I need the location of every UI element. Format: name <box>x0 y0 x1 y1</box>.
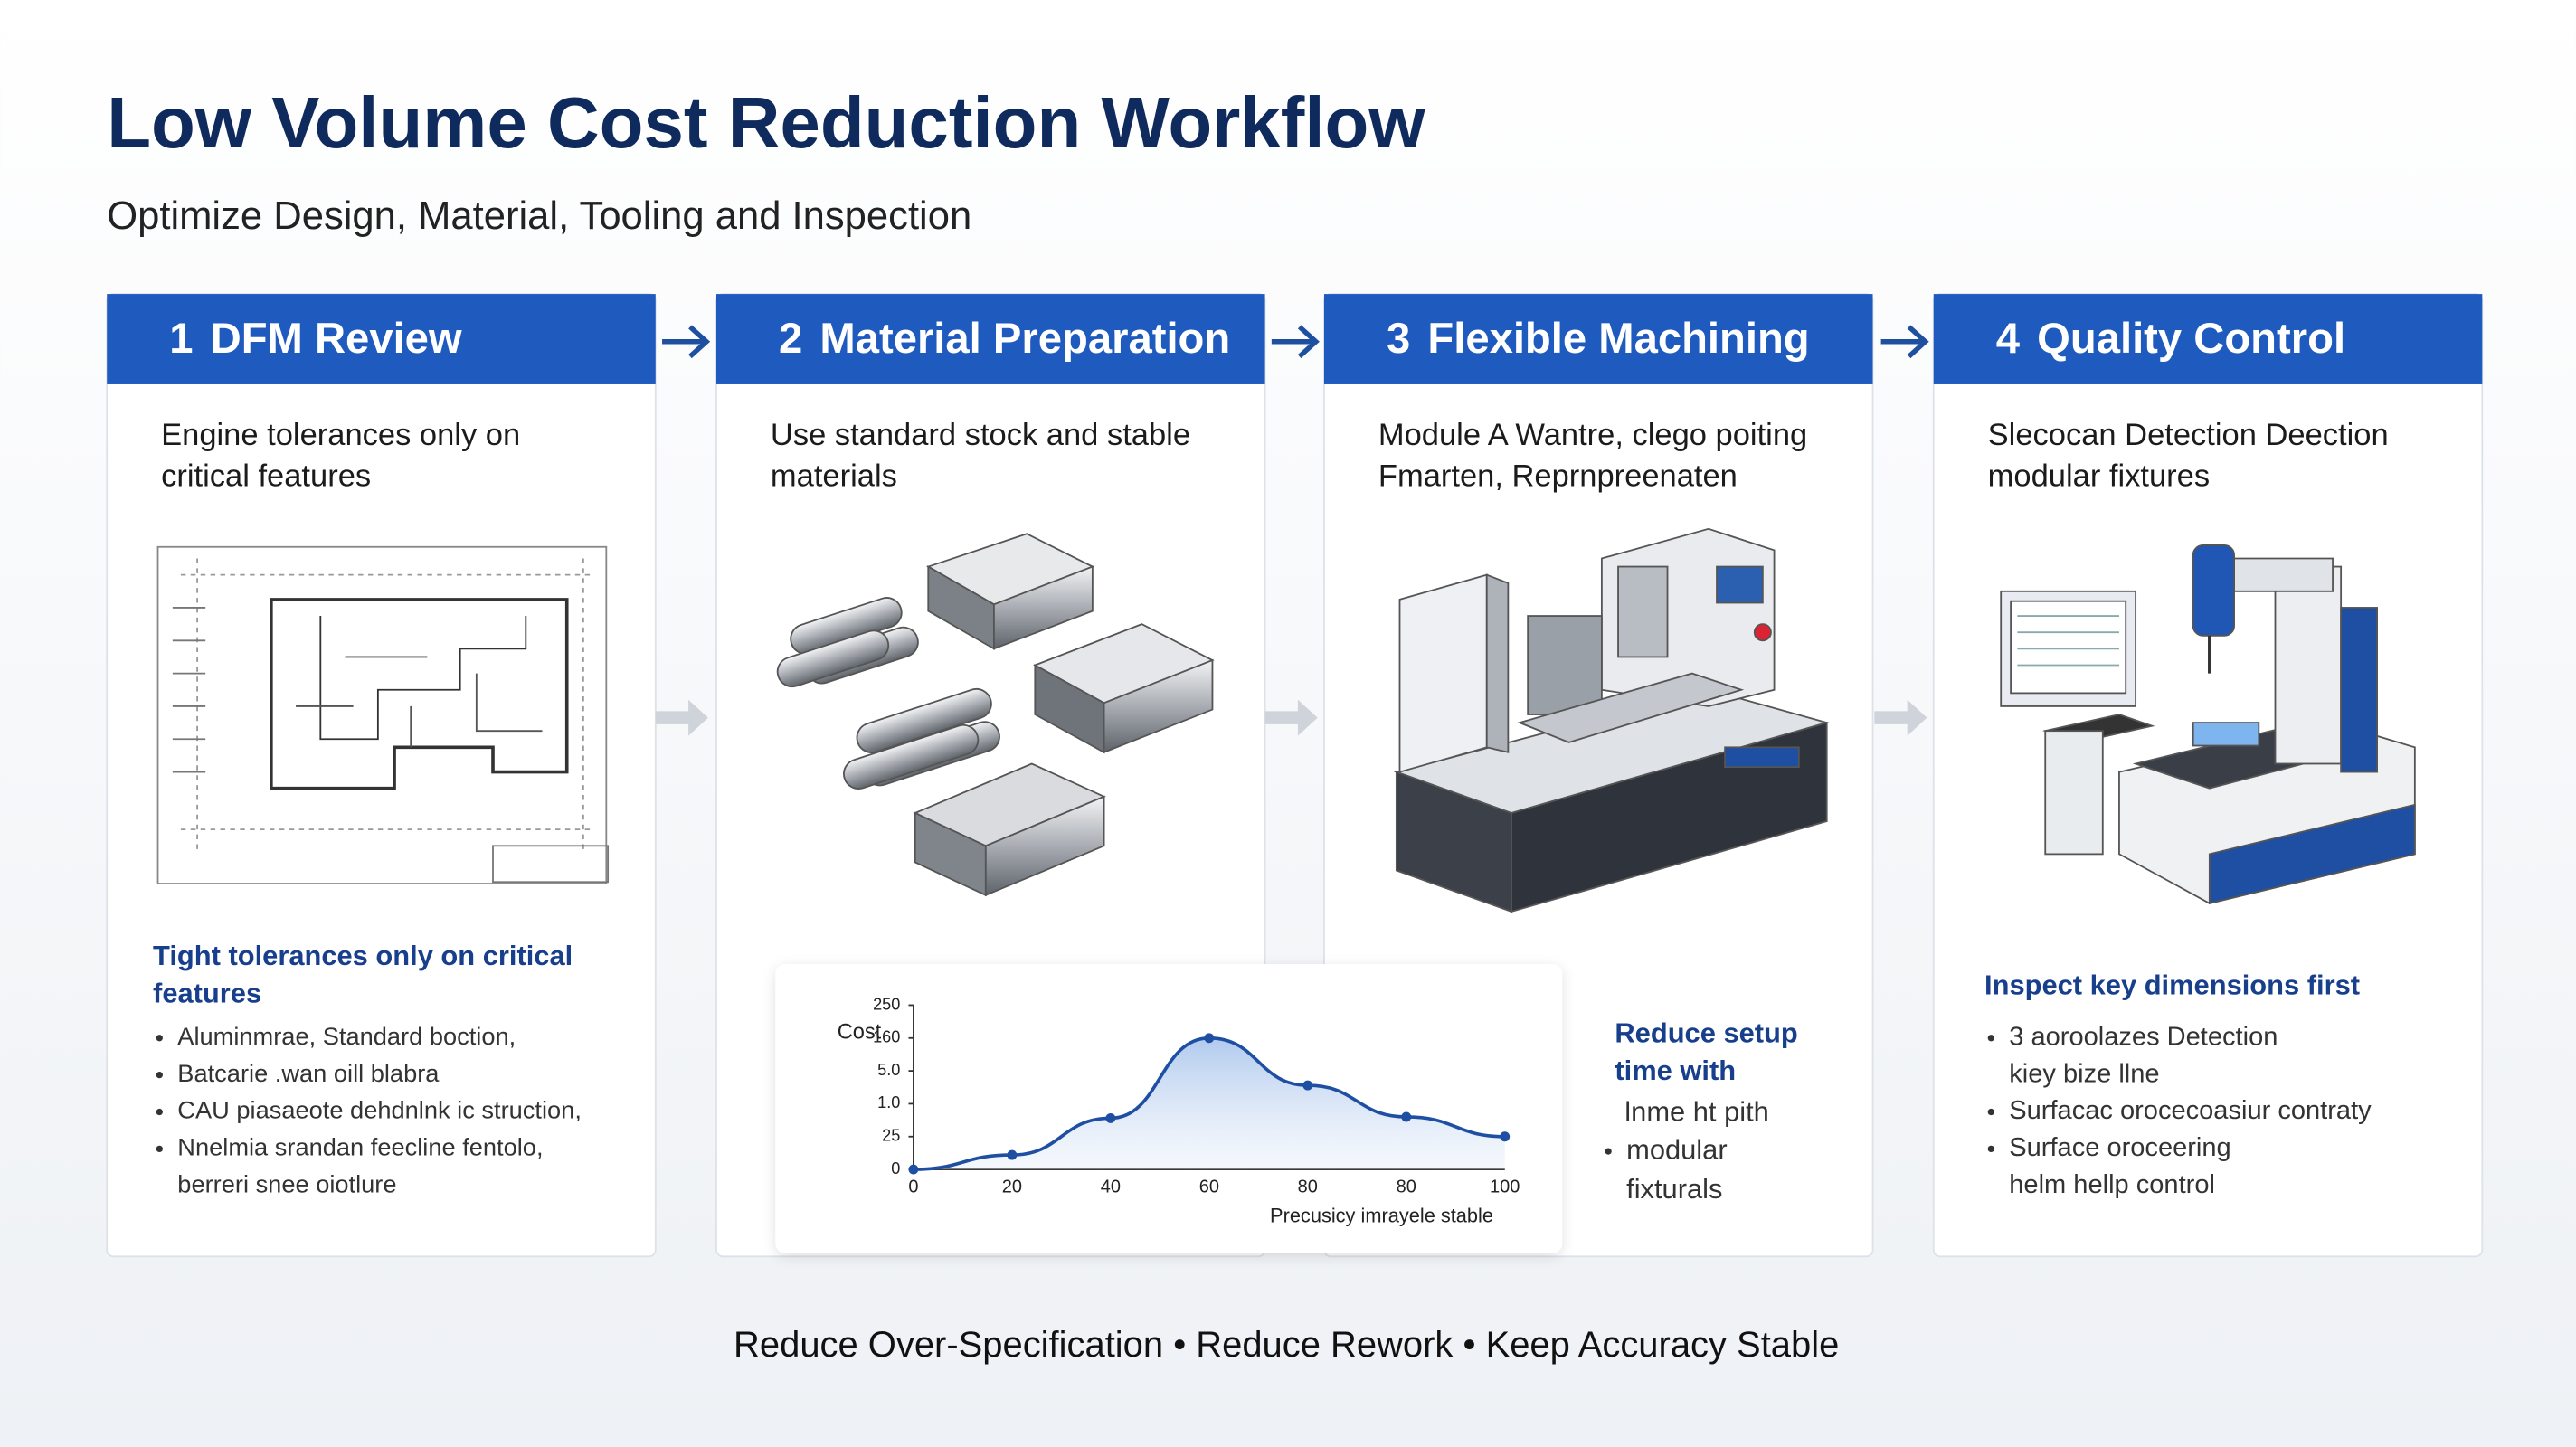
bullet-text: modular <box>1626 1133 1727 1165</box>
bullet-text: Surface oroceering <box>2009 1133 2230 1162</box>
step-highlight: Reduce setup <box>1615 1017 1797 1048</box>
bullet-dot <box>156 1108 163 1116</box>
x-tick-label: 80 <box>1397 1177 1416 1196</box>
step-description: materials <box>771 459 897 494</box>
step-description: modular fixtures <box>1988 459 2210 494</box>
title: Low Volume Cost Reduction Workflow <box>107 82 1425 163</box>
x-tick-label: 20 <box>1002 1177 1022 1196</box>
flow-arrow-faint <box>1264 699 1318 736</box>
step-title: Flexible Machining <box>1427 315 1809 363</box>
flow-arrow <box>1880 325 1929 359</box>
point <box>1204 1033 1215 1044</box>
subtitle: Optimize Design, Material, Tooling and I… <box>107 194 971 238</box>
bullet-dot <box>1987 1108 1994 1116</box>
step-header <box>107 294 656 384</box>
step-header <box>1323 294 1873 384</box>
step-number: 2 <box>779 315 802 363</box>
step-header <box>715 294 1265 384</box>
bullet-dot <box>156 1035 163 1042</box>
x-tick-label: 60 <box>1199 1177 1219 1196</box>
flow-arrow-faint <box>655 699 708 736</box>
step-description: Slecocan Detection Deection <box>1988 418 2389 452</box>
point <box>908 1164 919 1175</box>
drawing-illustration <box>156 545 610 884</box>
step-description: Fmarten, Reprnpreenaten <box>1378 459 1738 494</box>
inspection-illustration <box>2000 544 2416 905</box>
x-axis-label: Precusicy imrayele stable <box>1270 1204 1493 1226</box>
bullet-dot <box>156 1072 163 1079</box>
point <box>1007 1149 1018 1160</box>
flow-arrow <box>662 325 711 359</box>
bullet-dot <box>1987 1145 1994 1153</box>
point <box>1302 1080 1313 1091</box>
step-title: Quality Control <box>2037 315 2345 363</box>
y-tick-label: 0 <box>891 1159 900 1177</box>
bullet-text: helm hellp control <box>2009 1170 2215 1199</box>
bullet-dot <box>1605 1148 1612 1155</box>
chart: Cost Precusicy imrayele stable 0 25 1.0 5.0… <box>838 995 1520 1226</box>
step-title: DFM Review <box>211 315 462 363</box>
footer: Reduce Over-Specification • Reduce Rewor… <box>734 1325 1839 1365</box>
bullet-dot <box>156 1145 163 1153</box>
step-highlight: features <box>153 978 261 1009</box>
flow-arrow <box>1271 325 1320 359</box>
point <box>1500 1131 1511 1142</box>
step-number: 1 <box>169 315 193 363</box>
bullet-text: 3 aoroolazes Detection <box>2009 1022 2278 1051</box>
step-description: Engine tolerances only on <box>161 418 520 452</box>
bullet-dot <box>1987 1035 1994 1042</box>
x-tick-label: 0 <box>908 1177 918 1196</box>
step-description: critical features <box>161 459 371 494</box>
bullet-text: berreri snee oiotlure <box>177 1169 396 1197</box>
step-highlight: Inspect key dimensions first <box>1984 969 2360 1001</box>
bullet-text: Surfacac orocecoasiur contraty <box>2009 1096 2372 1125</box>
y-tick-label: 250 <box>873 995 900 1013</box>
step-description: Module A Wantre, clego poiting <box>1378 418 1807 452</box>
step-header <box>1933 294 2483 384</box>
step-title: Material Preparation <box>819 315 1230 363</box>
step-highlight: Tight tolerances only on critical <box>153 940 573 971</box>
point <box>1401 1111 1412 1122</box>
x-tick-label: 40 <box>1101 1177 1121 1196</box>
step-number: 3 <box>1387 315 1410 363</box>
y-tick-label: 160 <box>873 1028 900 1046</box>
bullet-text: Batcarie .wan oill blabra <box>177 1059 440 1087</box>
y-tick-label: 1.0 <box>877 1093 900 1111</box>
bullet-text: fixturals <box>1626 1173 1722 1205</box>
bullet-text: CAU piasaeote dehdnlnk ic struction, <box>177 1096 582 1124</box>
flow-arrow-faint <box>1874 699 1927 736</box>
machine-illustration <box>1393 527 1831 913</box>
y-tick-label: 5.0 <box>877 1061 900 1079</box>
bullet-text: Aluminmrae, Standard boction, <box>177 1022 516 1050</box>
y-axis-label: Cost <box>838 1021 882 1045</box>
point <box>1105 1112 1116 1123</box>
bullet-text: kiey bize llne <box>2009 1059 2159 1088</box>
x-tick-label: 80 <box>1298 1177 1318 1196</box>
step-highlight: time with <box>1615 1055 1736 1086</box>
step-description: Use standard stock and stable <box>771 418 1190 452</box>
y-tick-label: 25 <box>882 1127 900 1145</box>
step-number: 4 <box>1996 315 2020 363</box>
step-note: lnme ht pith <box>1624 1095 1769 1127</box>
stock-illustration <box>776 533 1215 897</box>
bullet-text: Nnelmia srandan feecline fentolo, <box>177 1133 543 1161</box>
x-tick-label: 100 <box>1490 1177 1520 1196</box>
